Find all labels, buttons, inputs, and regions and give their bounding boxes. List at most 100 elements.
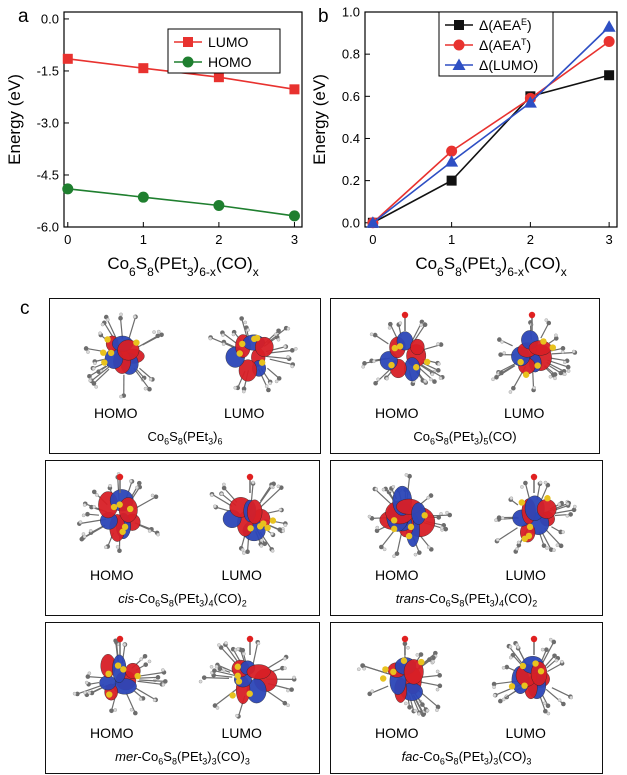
carbon-atom bbox=[147, 386, 152, 392]
lumo-orbital-image bbox=[491, 311, 578, 394]
hydrogen-atom bbox=[86, 350, 90, 354]
plot-frame bbox=[63, 11, 303, 228]
hydrogen-atom bbox=[544, 318, 549, 322]
bond bbox=[265, 656, 286, 670]
carbon-atom bbox=[417, 550, 422, 555]
hydrogen-atom bbox=[500, 516, 504, 520]
hydrogen-atom bbox=[282, 656, 287, 661]
sulfur-atom bbox=[116, 501, 123, 508]
homo-label: HOMO bbox=[375, 725, 419, 741]
hydrogen-atom bbox=[291, 675, 296, 680]
carbon-atom bbox=[432, 379, 437, 384]
carbon-atom bbox=[443, 526, 449, 532]
formula-subscript: 8 bbox=[171, 756, 177, 767]
carbon-atom bbox=[85, 511, 90, 517]
oxygen-atom bbox=[116, 473, 124, 481]
carbon-atom bbox=[261, 541, 267, 547]
hydrogen-atom bbox=[147, 659, 152, 664]
formula-part: Co bbox=[429, 591, 446, 606]
chart-b: 0 1 2 3 0.0 0.2 0.4 0.6 0.8 1.0 Energy (eV) Co6S8(P… bbox=[310, 5, 618, 279]
carbon-atom bbox=[522, 480, 528, 486]
hydrogen-atom bbox=[216, 643, 221, 647]
sulfur-atom bbox=[390, 517, 398, 524]
bond bbox=[77, 684, 105, 695]
hydrogen-atom bbox=[385, 376, 389, 381]
legend-marker bbox=[182, 56, 194, 68]
molecule-box: HOMO LUMO fac-Co6S8(PEt3)3(CO)3 bbox=[330, 622, 603, 774]
x-tick-label: 1 bbox=[448, 232, 455, 247]
oxygen-atom bbox=[401, 635, 409, 643]
data-point bbox=[138, 63, 149, 74]
carbon-atom bbox=[159, 332, 164, 338]
hydrogen-atom bbox=[223, 641, 228, 645]
carbon-atom bbox=[142, 653, 148, 659]
y-axis-label: Energy (eV) bbox=[5, 74, 24, 165]
hydrogen-atom bbox=[495, 538, 499, 542]
homo-orbital-image bbox=[83, 312, 164, 399]
formula-part: Co bbox=[147, 429, 165, 444]
hydrogen-atom bbox=[430, 372, 435, 377]
formula-part: ) bbox=[204, 591, 209, 606]
lumo-label: LUMO bbox=[504, 405, 545, 421]
hydrogen-atom bbox=[508, 655, 513, 660]
formula-subscript: 5 bbox=[483, 436, 489, 447]
hydrogen-atom bbox=[268, 381, 272, 386]
hydrogen-atom bbox=[84, 680, 89, 685]
x-tick-label: 0 bbox=[64, 232, 71, 247]
hydrogen-atom bbox=[231, 332, 236, 337]
formula-subscript: 3 bbox=[493, 756, 499, 767]
orbital-lobe bbox=[246, 664, 271, 680]
hydrogen-atom bbox=[429, 377, 433, 382]
carbon-atom bbox=[211, 668, 217, 673]
y-tick-label: -3.0 bbox=[37, 115, 59, 130]
orbital-lobe bbox=[117, 339, 140, 361]
hydrogen-atom bbox=[221, 342, 226, 346]
bond bbox=[420, 363, 443, 378]
hydrogen-atom bbox=[571, 349, 576, 354]
oxygen-atom bbox=[528, 311, 536, 319]
hydrogen-atom bbox=[514, 547, 519, 551]
y-axis-label: Energy (eV) bbox=[310, 74, 329, 165]
bond bbox=[421, 361, 439, 371]
data-point bbox=[366, 216, 380, 228]
formula-subscript: 6 bbox=[430, 436, 436, 447]
hydrogen-atom bbox=[438, 376, 443, 380]
hydrogen-atom bbox=[374, 487, 378, 491]
panel-letter-b: b bbox=[318, 6, 329, 27]
molecule-box: HOMO LUMO trans-Co6S8(PEt3)4(CO)2 bbox=[330, 460, 603, 616]
carbon-atom bbox=[239, 316, 244, 321]
formula-part: ) bbox=[207, 749, 212, 764]
hydrogen-atom bbox=[566, 369, 571, 373]
hydrogen-atom bbox=[214, 664, 218, 669]
carbon-atom bbox=[497, 337, 502, 342]
hydrogen-atom bbox=[369, 332, 374, 337]
sulfur-atom bbox=[382, 666, 389, 673]
formula-part: (PEt bbox=[173, 591, 200, 606]
molecule-box: HOMO LUMO Co6S8(PEt3)6 bbox=[49, 298, 321, 454]
carbon-atom bbox=[422, 322, 428, 328]
bond bbox=[133, 367, 150, 390]
isomer-prefix: mer- bbox=[115, 749, 142, 764]
hydrogen-atom bbox=[413, 552, 418, 557]
sulfur-atom bbox=[106, 691, 113, 698]
hydrogen-atom bbox=[147, 529, 152, 533]
bond bbox=[266, 355, 290, 360]
carbon-atom bbox=[437, 683, 443, 689]
y-tick-label: -1.5 bbox=[37, 63, 59, 78]
sulfur-atom bbox=[251, 335, 258, 343]
bond bbox=[501, 364, 515, 374]
bond bbox=[259, 484, 272, 502]
hydrogen-atom bbox=[215, 706, 219, 710]
sulfur-atom bbox=[104, 336, 111, 343]
carbon-atom bbox=[420, 712, 426, 717]
carbon-atom bbox=[418, 652, 424, 657]
data-point bbox=[445, 155, 459, 167]
hydrogen-atom bbox=[501, 666, 505, 670]
carbon-atom bbox=[117, 548, 122, 554]
carbon-atom bbox=[289, 348, 295, 353]
bond bbox=[544, 655, 555, 667]
legend-marker bbox=[453, 39, 465, 51]
sulfur-atom bbox=[246, 525, 254, 532]
hydrogen-atom bbox=[286, 355, 290, 359]
carbon-atom bbox=[79, 536, 85, 542]
